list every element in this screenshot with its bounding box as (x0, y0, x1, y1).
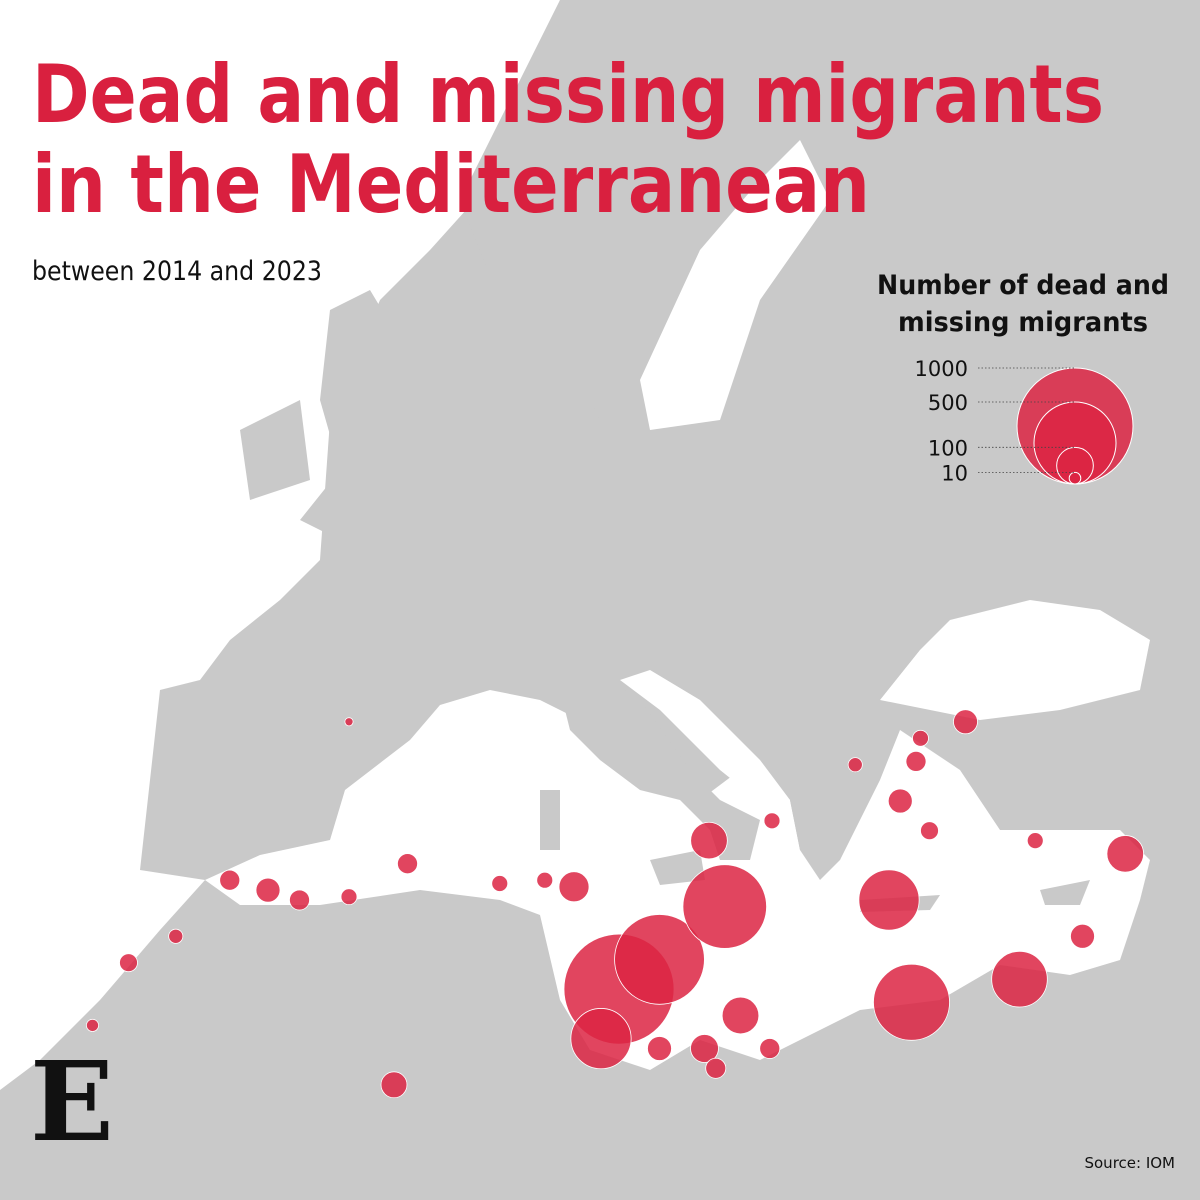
bubble (647, 1036, 672, 1061)
black-sea (880, 600, 1150, 720)
bubble (614, 914, 705, 1005)
bubble (705, 1057, 727, 1079)
adriatic (620, 670, 790, 810)
subtitle: between 2014 and 2023 (32, 256, 322, 287)
italy (560, 680, 760, 860)
bubble (887, 788, 913, 814)
bubble (119, 953, 138, 973)
source: Source: IOM (1084, 1154, 1175, 1172)
land-masses (240, 0, 1090, 912)
legend-label: 500 (928, 391, 968, 415)
atlantic (0, 0, 560, 1090)
bubble (721, 996, 760, 1035)
baltic (640, 140, 830, 430)
scandinavia (460, 0, 780, 420)
bubble (340, 888, 358, 906)
logo: E (30, 1037, 114, 1166)
bubbles (86, 709, 1144, 1099)
bubble (690, 821, 728, 860)
legend-title: missing migrants (898, 307, 1148, 338)
bubble (570, 1008, 632, 1070)
legend-label: 100 (928, 436, 968, 460)
bubble (953, 709, 978, 735)
bubble (289, 889, 310, 911)
cyprus (1040, 880, 1090, 905)
bubble (763, 812, 781, 830)
bubble (344, 717, 354, 727)
bubble (1026, 832, 1044, 849)
bubble (912, 729, 929, 747)
sardinia (540, 790, 560, 850)
bubble (491, 875, 509, 892)
bubble (858, 869, 920, 931)
legend-circle (1068, 471, 1082, 485)
bubble (397, 853, 418, 875)
bubble (991, 950, 1048, 1008)
legend-label: 10 (941, 461, 968, 485)
bubble (873, 963, 950, 1041)
legend-label: 1000 (915, 357, 968, 381)
sicily (650, 850, 705, 885)
bubble (759, 1038, 781, 1059)
legend-title: Number of dead and (877, 270, 1169, 301)
title: Dead and missing migrants (32, 48, 1104, 141)
bubble (905, 750, 927, 772)
bubble (690, 1034, 719, 1063)
bubble (1070, 923, 1095, 949)
bubble (1106, 835, 1144, 873)
bubble (536, 871, 554, 889)
britain (300, 290, 420, 540)
bubble (920, 821, 939, 841)
bubble (219, 869, 241, 891)
greece (790, 790, 850, 880)
bubble (86, 1018, 99, 1032)
bubble (847, 757, 863, 773)
bubble (682, 864, 767, 949)
ireland (240, 400, 310, 500)
bubble (168, 928, 184, 944)
title: in the Mediterranean (32, 138, 870, 231)
bubble (255, 877, 281, 903)
bubble (380, 1071, 408, 1099)
bubble (558, 871, 590, 903)
